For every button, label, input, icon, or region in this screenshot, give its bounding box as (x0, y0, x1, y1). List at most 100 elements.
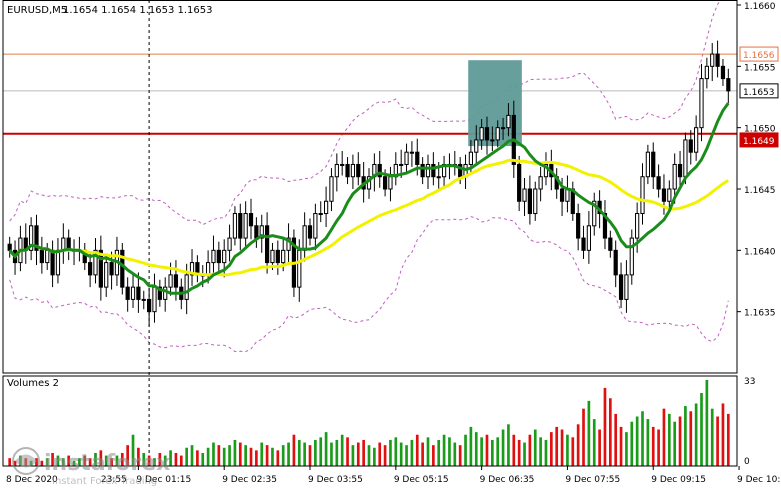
candle-body (522, 188, 527, 202)
candle-body (720, 65, 726, 80)
candle-body (527, 188, 532, 215)
candle-body (484, 127, 490, 141)
candle-body (168, 274, 173, 288)
candlestick-series (7, 40, 731, 327)
candle-body (635, 213, 640, 239)
candle-body (152, 286, 157, 313)
candle-body (592, 200, 597, 227)
candle-body (683, 139, 688, 178)
candle-body (490, 139, 495, 142)
candle-body (425, 163, 431, 178)
logo-ring-icon (12, 447, 40, 475)
candle-body (222, 249, 227, 264)
bollinger-bands (9, 0, 729, 353)
candle-body (318, 213, 323, 216)
candle-body (109, 262, 114, 276)
volume-series (8, 380, 730, 466)
candle-body (350, 163, 356, 178)
candle-body (45, 249, 50, 264)
candle-body (415, 151, 420, 165)
horizontal-levels (3, 0, 737, 466)
y-tick-label: 1.1645 (744, 186, 776, 196)
y-tick-label: 1.1660 (744, 2, 776, 12)
candle-body (399, 163, 404, 166)
price-label-box (739, 132, 779, 148)
candle-body (608, 237, 613, 251)
candle-body (726, 78, 731, 92)
candle-body (576, 213, 581, 239)
candle-body (313, 213, 318, 239)
candle-body (136, 286, 141, 300)
candle-body (538, 176, 543, 190)
candle-body (667, 188, 672, 202)
candle-body (710, 53, 715, 67)
candle-body (533, 188, 538, 215)
candle-body (323, 200, 329, 215)
volumes-title: Volumes 2 (7, 378, 59, 389)
candle-body (474, 139, 479, 153)
candle-body (543, 163, 549, 178)
candle-body (334, 163, 339, 178)
candle-body (227, 237, 232, 251)
candle-body (500, 127, 506, 130)
candle-body (468, 151, 474, 165)
bollinger-upper-line (9, 0, 729, 226)
ma-fast-line (8, 102, 730, 295)
candle-body (189, 262, 195, 276)
candle-body (163, 286, 168, 300)
ma-slow-line (8, 158, 730, 277)
candle-body (382, 176, 388, 190)
candle-body (581, 237, 586, 251)
candle-body (50, 249, 55, 276)
candle-body (404, 151, 409, 165)
price-label-text: 1.1656 (743, 51, 775, 61)
price-label-box (739, 46, 779, 62)
candle-body (436, 176, 441, 179)
candle-body (34, 225, 39, 251)
price-label-box (739, 83, 779, 99)
y-tick-label: 1.1635 (744, 309, 776, 319)
candle-body (661, 188, 667, 202)
watermark-tagline: Instant Forex Trading (52, 476, 157, 486)
x-tick-label: 9 Dec 05:15 (394, 475, 449, 485)
candle-body (55, 249, 61, 276)
candle-body (409, 151, 415, 154)
candle-body (651, 151, 656, 178)
candle-body (281, 249, 286, 264)
candle-body (613, 249, 618, 276)
candle-body (694, 127, 699, 153)
candle-body (586, 225, 591, 251)
candle-body (248, 213, 254, 227)
main-panel-frame (2, 0, 738, 374)
price-labels: 1.1656 1.1653 1.1649 (739, 46, 779, 148)
x-tick-label: 9 Dec 06:35 (480, 475, 535, 485)
candle-body (232, 213, 238, 239)
candle-body (93, 249, 98, 276)
candle-body (130, 286, 136, 300)
candle-body (125, 286, 130, 300)
candle-body (624, 274, 629, 300)
x-tick-label: 9 Dec 10:35 (737, 475, 781, 485)
x-tick-label: 9 Dec 02:35 (222, 475, 277, 485)
x-tick-label: 9 Dec 03:55 (308, 475, 363, 485)
candle-body (431, 163, 436, 178)
candle-body (243, 213, 248, 239)
candle-body (329, 176, 334, 202)
candle-body (345, 163, 350, 178)
candle-body (302, 225, 307, 251)
y-tick-label: 1.1655 (744, 63, 776, 73)
candle-body (517, 163, 522, 202)
candle-body (104, 262, 109, 288)
candle-body (254, 225, 259, 239)
candle-body (672, 163, 677, 190)
candle-body (420, 163, 425, 178)
candle-body (206, 262, 211, 276)
candle-body (216, 249, 221, 264)
candle-body (29, 225, 34, 251)
candle-body (120, 249, 125, 288)
moving-averages (8, 102, 730, 295)
candle-body (356, 163, 361, 178)
